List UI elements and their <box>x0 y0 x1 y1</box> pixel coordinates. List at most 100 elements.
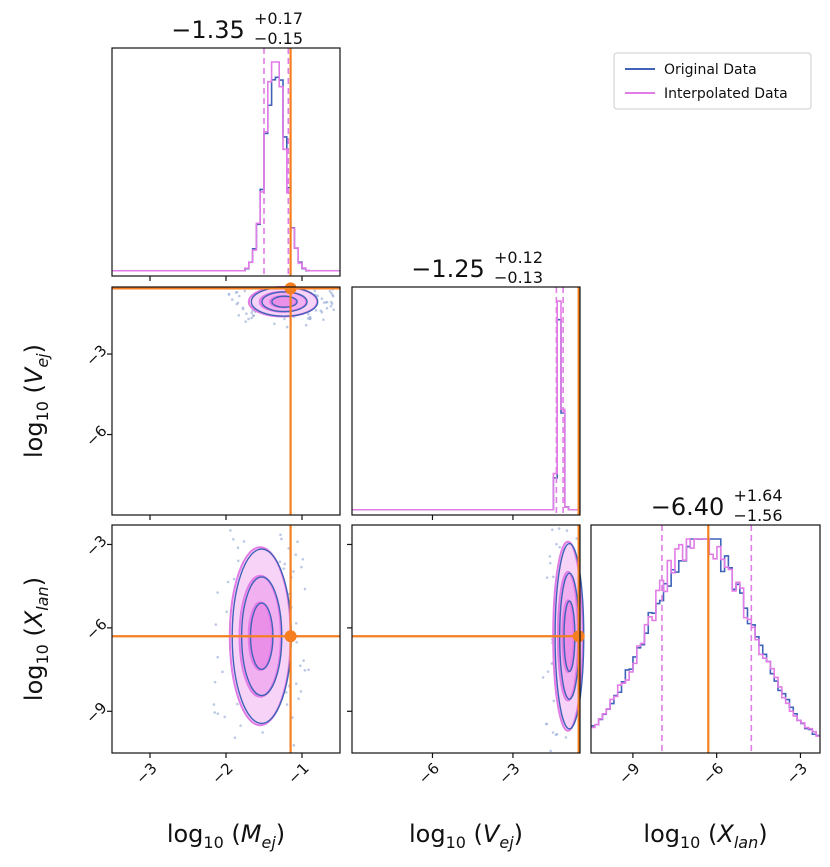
scatter-point <box>314 309 318 312</box>
frame-mej-vej <box>111 286 341 516</box>
hist-original-xlan <box>591 538 820 737</box>
scatter-point <box>216 655 219 659</box>
legend-box <box>613 52 812 110</box>
scatter-point <box>299 664 302 668</box>
ytick-label-xlan: −6 <box>82 615 110 643</box>
scatter-point <box>564 736 568 739</box>
scatter-point <box>213 711 217 714</box>
frame-vej-xlan <box>351 524 581 754</box>
scatter-point <box>229 529 232 532</box>
legend-label-original: Original Data <box>664 62 757 78</box>
scatter-point <box>239 724 242 727</box>
scatter-point <box>278 560 282 564</box>
scatter-point <box>295 640 298 644</box>
scatter-point <box>212 703 216 706</box>
scatter-point <box>230 298 234 301</box>
scatter-point <box>235 290 239 294</box>
scatter-point <box>303 669 307 672</box>
xlabel-mej: log10 (Mej) <box>167 820 285 852</box>
ytick-label-xlan: −3 <box>82 532 110 560</box>
panel-title-minus-vej: −0.13 <box>494 268 543 287</box>
scatter-point <box>294 682 298 685</box>
scatter-point <box>287 547 290 550</box>
scatter-point <box>232 537 235 541</box>
scatter-point <box>549 749 552 753</box>
scatter-point <box>232 577 236 581</box>
scatter-point <box>550 662 554 666</box>
scatter-point <box>329 304 333 308</box>
panel-title-vej: −1.25 <box>411 255 485 283</box>
xlabel-xlan: log10 (Xlan) <box>643 820 767 852</box>
scatter-point <box>280 537 283 541</box>
truth-marker-vej-xlan <box>572 630 585 643</box>
scatter-point <box>223 715 227 719</box>
scatter-point <box>541 676 545 679</box>
scatter-point <box>330 291 333 295</box>
scatter-point <box>214 623 218 626</box>
scatter-point <box>302 659 305 662</box>
scatter-point <box>279 533 282 537</box>
panel-title-plus-vej: +0.12 <box>494 248 543 267</box>
scatter-point <box>552 575 555 579</box>
scatter-point <box>236 559 240 563</box>
ytick-label-vej: −6 <box>82 422 110 450</box>
scatter-point <box>308 317 312 321</box>
scatter-point <box>300 565 303 569</box>
legend: Original Data Interpolated Data <box>613 52 812 110</box>
contour-panel-mej-xlan <box>112 525 340 753</box>
truth-marker-mej-xlan <box>284 630 297 643</box>
scatter-point <box>296 540 299 543</box>
scatter-point <box>316 294 320 298</box>
hist-panel-xlan <box>591 525 820 753</box>
scatter-point <box>241 306 245 310</box>
hist-original-vej <box>352 318 580 511</box>
scatter-point <box>548 561 552 565</box>
frame-diag-xlan <box>590 524 821 754</box>
scatter-point <box>252 314 256 318</box>
scatter-point <box>557 527 561 530</box>
scatter-point <box>221 670 224 674</box>
scatter-point <box>294 553 298 557</box>
scatter-point <box>237 314 241 317</box>
scatter-point <box>285 325 289 329</box>
ylabel-vej: log10 (Vej) <box>20 344 52 458</box>
xtick-label-xlan: −9 <box>615 759 643 787</box>
ylabel-xlan: log10 (Xlan) <box>20 577 52 701</box>
scatter-point <box>282 567 286 570</box>
ytick-label-xlan: −9 <box>82 699 110 727</box>
scatter-point <box>292 570 295 573</box>
scatter-point <box>226 580 230 584</box>
scatter-point <box>565 529 569 532</box>
scatter-point <box>328 289 332 293</box>
scatter-point <box>299 690 303 693</box>
xtick-label-vej: −6 <box>415 759 443 787</box>
scatter-point <box>245 312 248 315</box>
scatter-point <box>213 680 217 684</box>
panel-title-plus-xlan: +1.64 <box>734 486 783 505</box>
scatter-point <box>243 289 247 293</box>
hist-interpolated-xlan <box>591 538 820 737</box>
scatter-point <box>297 697 300 700</box>
scatter-point <box>329 300 333 304</box>
scatter-point <box>236 546 240 550</box>
xtick-label-xlan: −3 <box>783 759 811 787</box>
legend-label-interpolated: Interpolated Data <box>664 86 788 102</box>
scatter-point <box>216 712 220 715</box>
scatter-point <box>554 733 558 737</box>
scatter-point <box>555 542 558 546</box>
density-level-2 <box>270 296 296 308</box>
scatter-point <box>227 293 231 296</box>
scatter-point <box>575 537 579 540</box>
hist-original-mej <box>112 76 340 272</box>
panel-title-plus-mej: +0.17 <box>254 9 303 28</box>
scatter-point <box>548 555 552 558</box>
scatter-point <box>331 294 335 298</box>
xlabel-vej: log10 (Vej) <box>409 820 523 852</box>
scatter-point <box>303 587 307 591</box>
contour-original-2 <box>271 295 298 308</box>
scatter-point <box>283 562 286 566</box>
truth-marker-mej-vej <box>284 282 297 295</box>
scatter-point <box>225 610 228 614</box>
scatter-point <box>545 722 549 726</box>
